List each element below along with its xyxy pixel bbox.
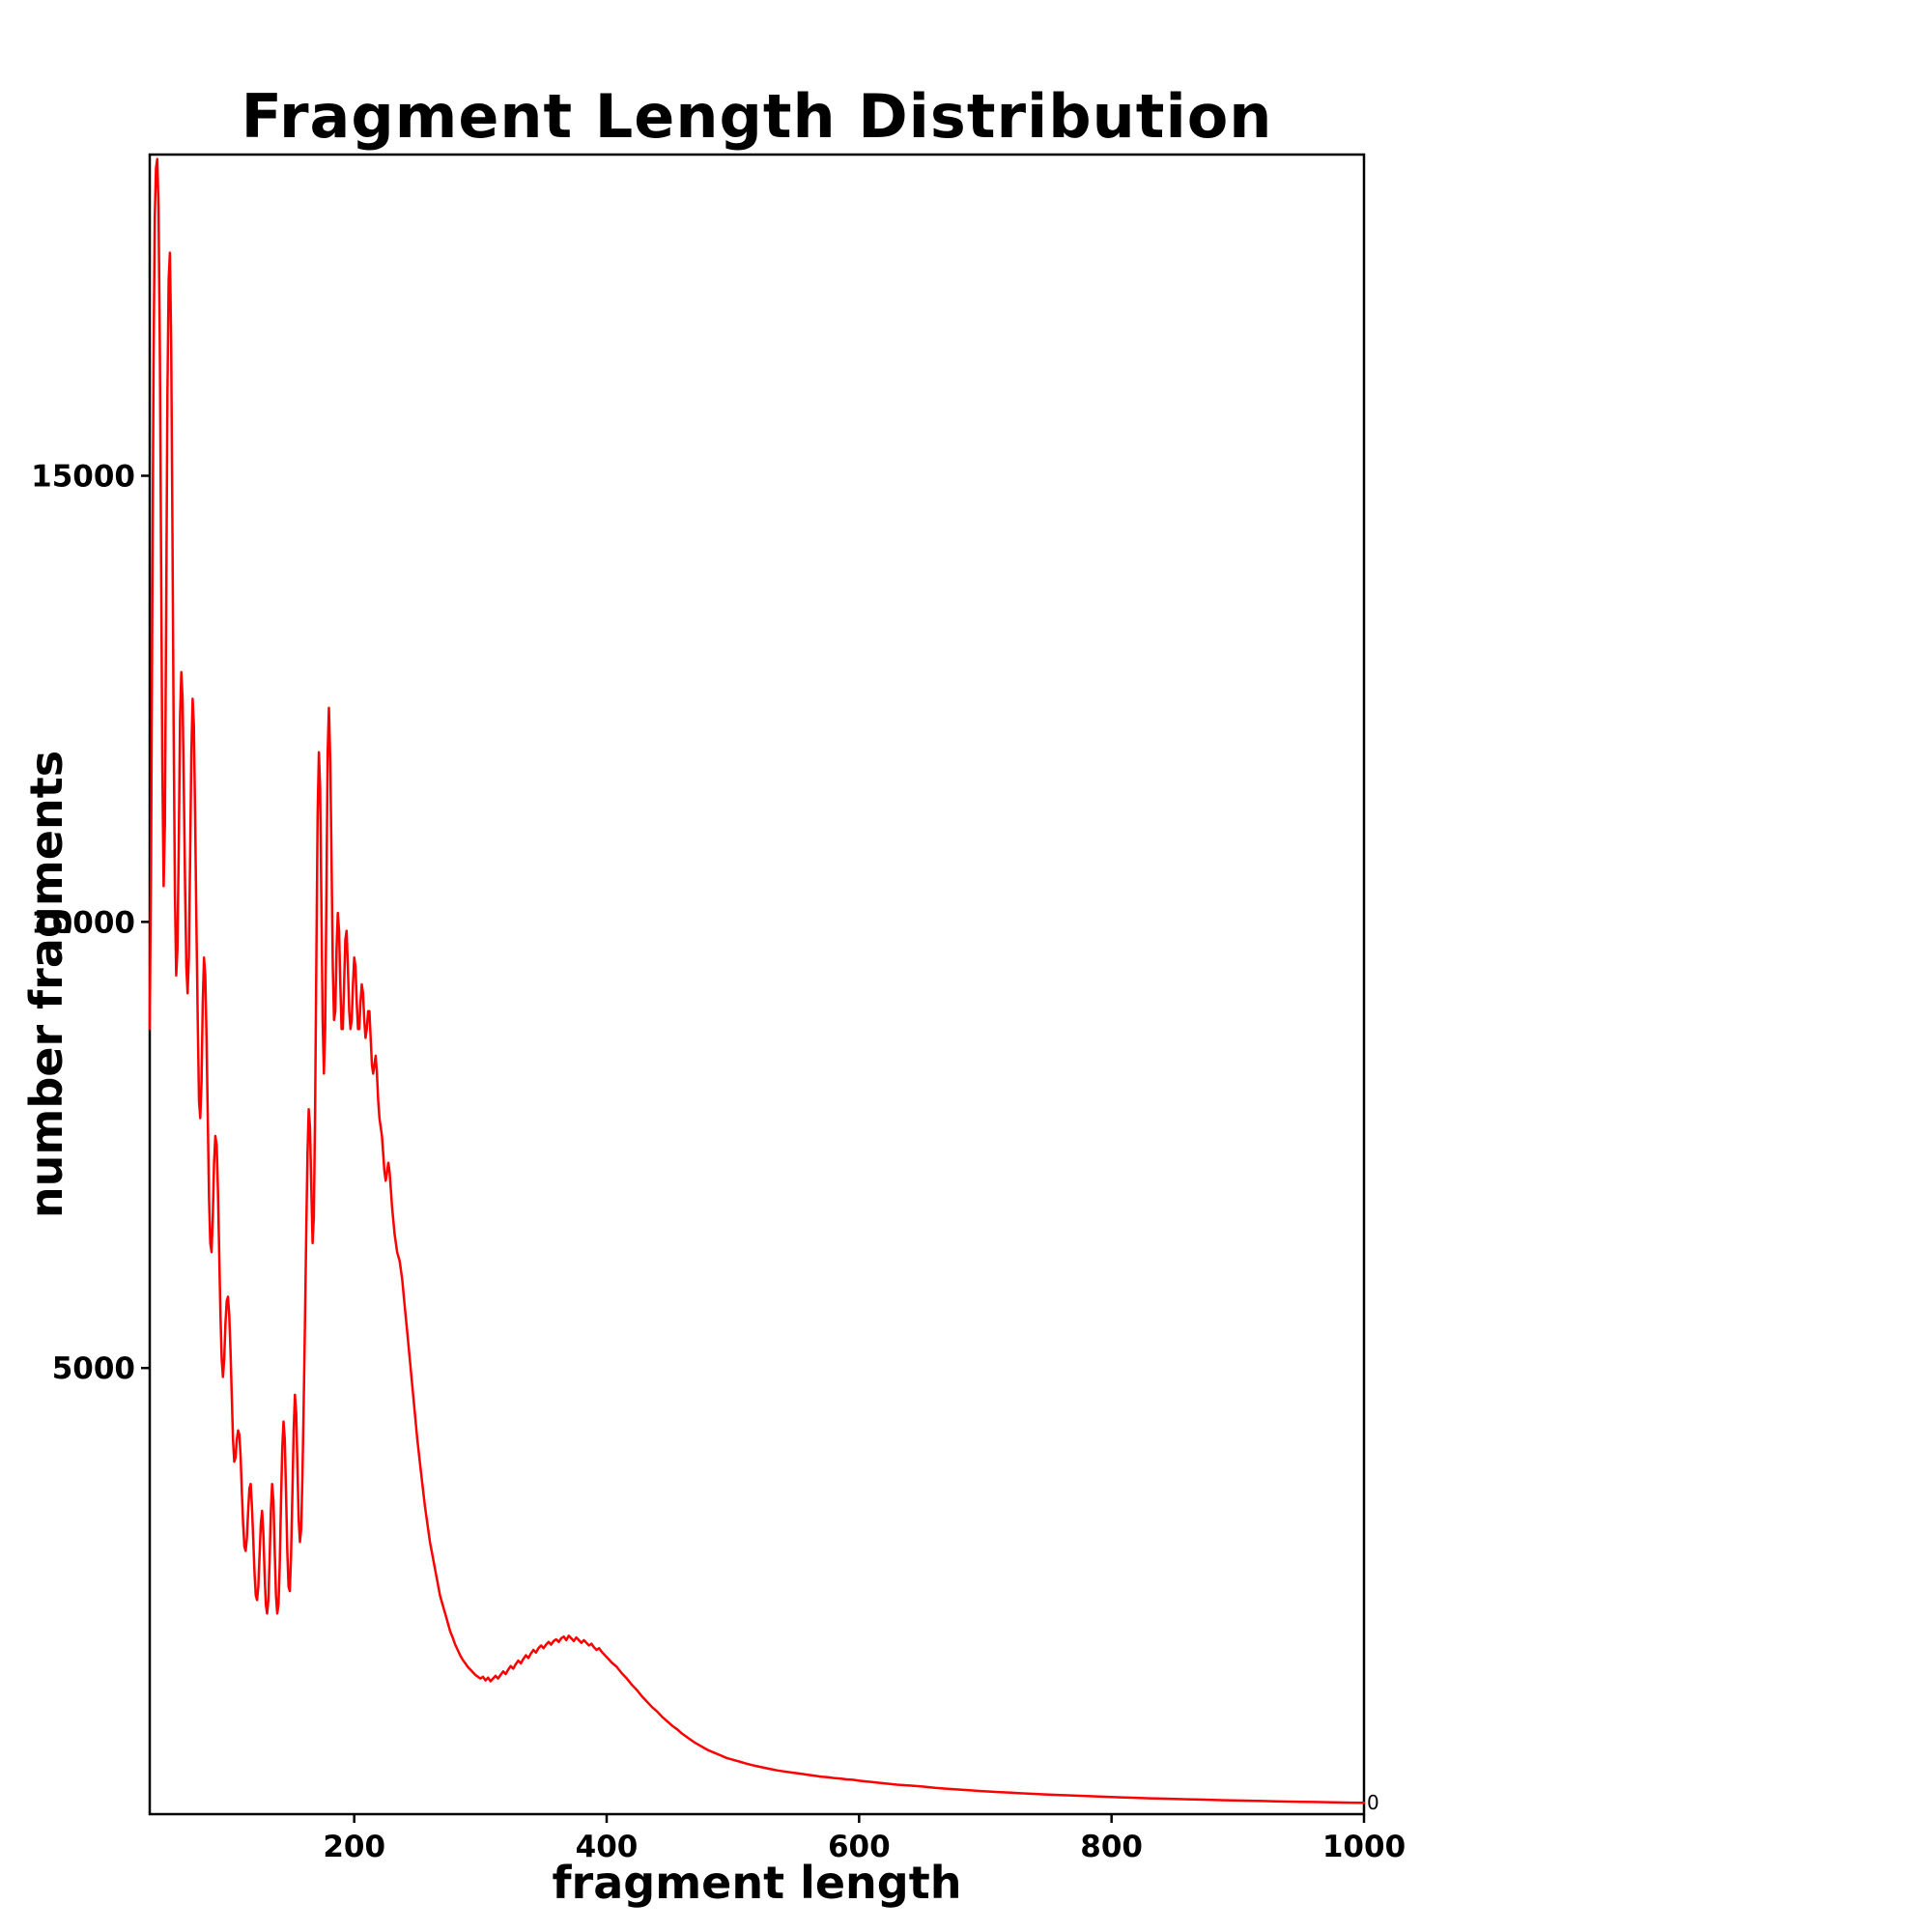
- x-tick-label: 200: [323, 1830, 385, 1864]
- x-tick-label: 400: [576, 1830, 639, 1864]
- y-tick-label: 10000: [31, 905, 135, 940]
- y-tick-label: 15000: [31, 460, 135, 495]
- x-tick-label: 800: [1080, 1830, 1143, 1864]
- x-tick-label: 600: [828, 1830, 891, 1864]
- fragment-length-distribution-line: [148, 157, 1366, 1804]
- chart-title: Fragment Length Distribution: [241, 81, 1273, 152]
- x-tick-label: 1000: [1322, 1830, 1406, 1864]
- right-zero-tick-label: 0: [1367, 1791, 1379, 1814]
- x-axis-label: fragment length: [552, 1857, 962, 1909]
- y-tick-label: 5000: [52, 1351, 135, 1386]
- axes-frame: [148, 153, 1366, 1816]
- y-axis-label: number fragments: [20, 750, 72, 1219]
